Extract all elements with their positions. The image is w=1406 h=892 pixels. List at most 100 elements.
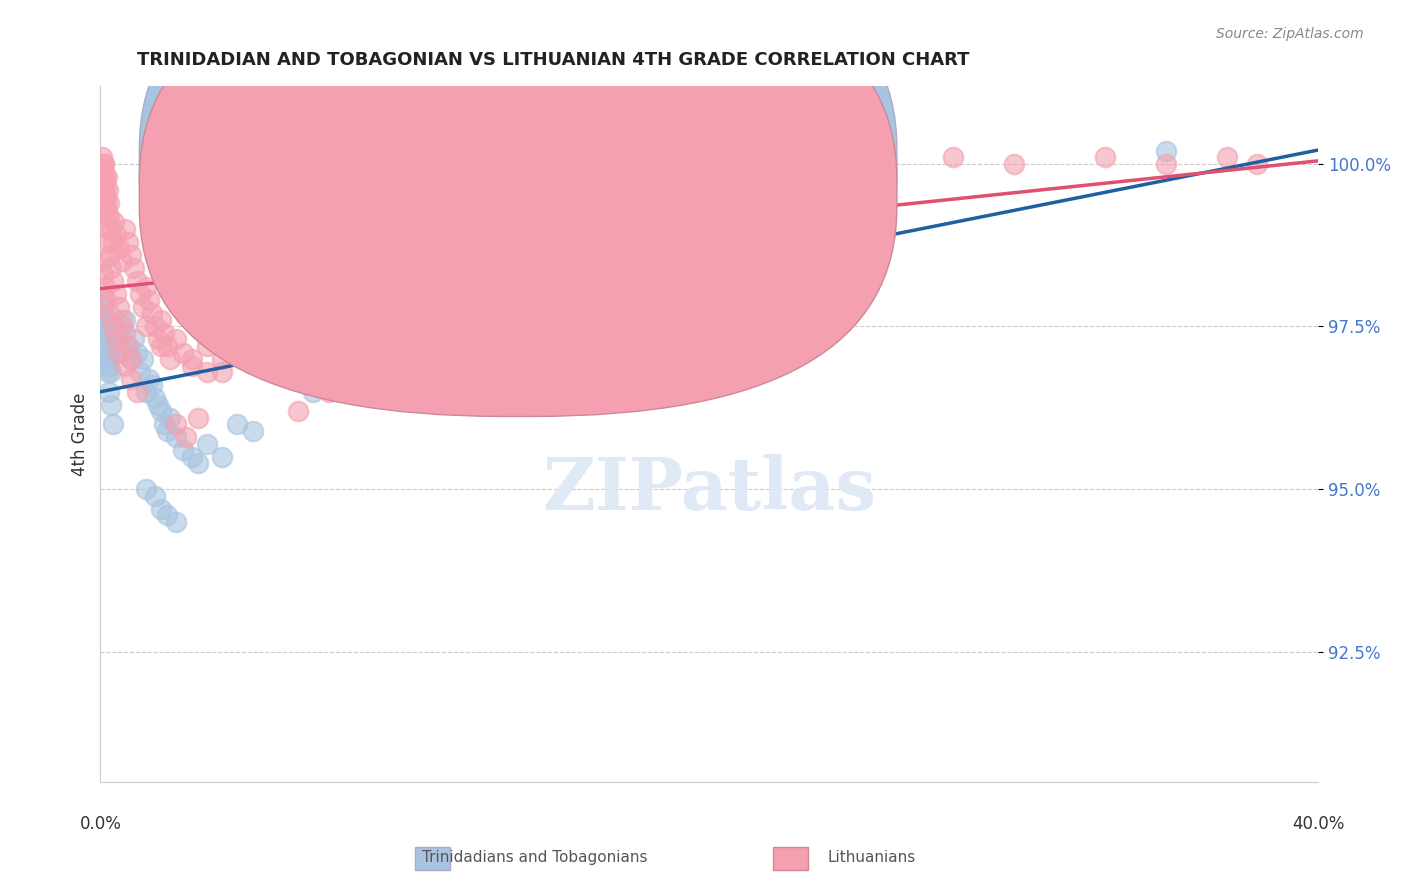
Point <box>287 404 309 418</box>
Point <box>150 501 173 516</box>
Point <box>107 241 129 255</box>
Point <box>153 326 176 340</box>
Point <box>180 450 202 464</box>
Point <box>166 333 188 347</box>
Point <box>101 339 124 353</box>
Point <box>454 221 477 235</box>
Point <box>100 365 122 379</box>
Point <box>93 156 115 170</box>
Point <box>143 391 166 405</box>
Point <box>132 351 155 366</box>
Point <box>302 286 325 301</box>
Point <box>111 319 134 334</box>
Point <box>94 313 117 327</box>
Text: ZIPatlas: ZIPatlas <box>543 454 876 525</box>
Point <box>226 417 249 431</box>
Text: Source: ZipAtlas.com: Source: ZipAtlas.com <box>1216 27 1364 41</box>
Point <box>851 156 873 170</box>
Text: Lithuanians: Lithuanians <box>828 850 915 865</box>
Point <box>1094 150 1116 164</box>
Point <box>148 333 170 347</box>
Point <box>166 515 188 529</box>
Point <box>107 326 129 340</box>
Point <box>101 319 124 334</box>
Point <box>138 371 160 385</box>
Point <box>111 254 134 268</box>
Point <box>91 183 114 197</box>
Point <box>114 221 136 235</box>
Point <box>91 319 114 334</box>
Y-axis label: 4th Grade: 4th Grade <box>72 392 89 475</box>
Point <box>104 228 127 243</box>
Point <box>101 274 124 288</box>
Point <box>546 221 568 235</box>
Point <box>211 351 233 366</box>
Point <box>156 508 179 523</box>
Point <box>942 150 965 164</box>
Point <box>91 163 114 178</box>
Point <box>159 351 181 366</box>
Point <box>394 254 416 268</box>
Point <box>90 306 112 320</box>
Point <box>120 371 142 385</box>
Point <box>129 286 152 301</box>
Point <box>97 359 120 373</box>
Point <box>104 286 127 301</box>
Point <box>97 365 120 379</box>
Point <box>174 430 197 444</box>
Point <box>107 345 129 359</box>
Point <box>117 235 139 249</box>
Text: R = 0.382   N = 59: R = 0.382 N = 59 <box>538 147 723 165</box>
Point <box>96 202 118 217</box>
Point <box>697 169 720 184</box>
Bar <box>415 847 450 870</box>
Point <box>94 280 117 294</box>
Point <box>98 235 121 249</box>
Point <box>103 215 125 229</box>
Point <box>98 209 121 223</box>
Point <box>94 313 117 327</box>
Point <box>180 359 202 373</box>
Point <box>135 482 157 496</box>
Point <box>141 306 163 320</box>
Point <box>120 351 142 366</box>
Point <box>172 345 194 359</box>
Point <box>104 345 127 359</box>
Point <box>180 351 202 366</box>
Text: TRINIDADIAN AND TOBAGONIAN VS LITHUANIAN 4TH GRADE CORRELATION CHART: TRINIDADIAN AND TOBAGONIAN VS LITHUANIAN… <box>136 51 969 69</box>
Point <box>96 293 118 308</box>
Text: R = 0.544   N = 95: R = 0.544 N = 95 <box>538 179 723 197</box>
Point <box>132 300 155 314</box>
Text: 40.0%: 40.0% <box>1292 815 1344 833</box>
Point <box>135 384 157 399</box>
Point <box>187 410 209 425</box>
Point <box>90 254 112 268</box>
Point <box>104 333 127 347</box>
Point <box>97 183 120 197</box>
Point <box>93 163 115 178</box>
Point <box>125 384 148 399</box>
Point <box>637 189 659 203</box>
Point <box>125 274 148 288</box>
Point <box>107 300 129 314</box>
Point <box>150 404 173 418</box>
Point <box>153 417 176 431</box>
Point <box>122 333 145 347</box>
Point <box>211 365 233 379</box>
Point <box>135 319 157 334</box>
Point <box>114 359 136 373</box>
Point <box>93 156 115 170</box>
Point <box>91 150 114 164</box>
Point <box>156 339 179 353</box>
Point <box>93 293 115 308</box>
Point <box>97 351 120 366</box>
Point <box>546 209 568 223</box>
Point <box>759 183 782 197</box>
Point <box>195 339 218 353</box>
Point <box>98 384 121 399</box>
Point <box>111 313 134 327</box>
FancyBboxPatch shape <box>139 0 897 417</box>
Point <box>242 424 264 438</box>
Point <box>96 209 118 223</box>
Point <box>271 300 294 314</box>
